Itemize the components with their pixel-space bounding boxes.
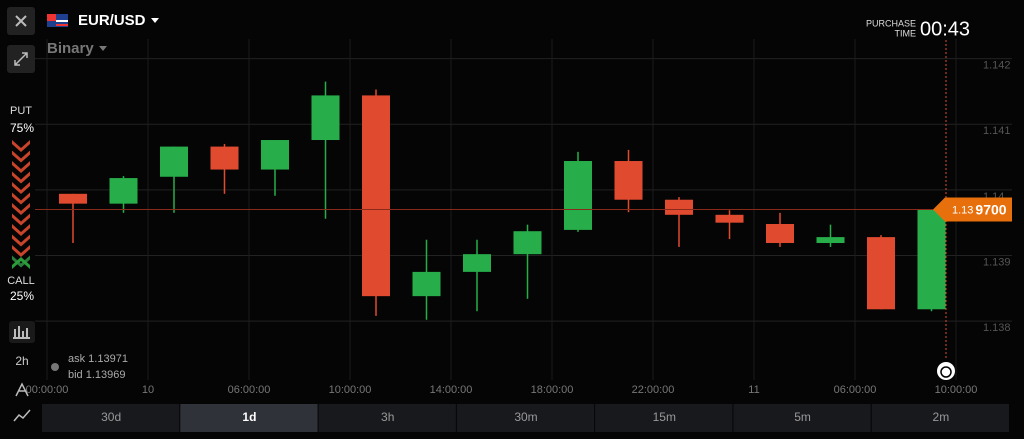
timeframe-tab[interactable] (456, 404, 595, 432)
x-tick-label: 06:00:00 (228, 384, 271, 396)
y-tick-label: 1.138 (983, 322, 1011, 334)
candle-body (564, 161, 592, 230)
interval-button[interactable]: 2h (15, 354, 28, 368)
sentiment-chevron (12, 245, 30, 257)
price-main: 1.13 (952, 204, 973, 216)
call-percent: 25% (10, 289, 34, 303)
expiry-timer-face (940, 366, 952, 378)
candle-body (362, 95, 390, 297)
candle-body (59, 193, 87, 204)
candle-body (766, 223, 794, 244)
sentiment-chevron (12, 234, 30, 247)
timeframe-label[interactable]: 2m (933, 410, 950, 424)
pair[interactable]: EUR/USD (78, 12, 146, 29)
timeframe-label[interactable]: 3h (381, 410, 394, 424)
sidebar: PUT 75% CALL 25% 2h (7, 7, 35, 422)
x-tick-label: 06:00:00 (834, 384, 877, 396)
y-tick-label: 1.141 (983, 125, 1011, 137)
candle-body (867, 237, 895, 310)
candle-body (210, 146, 239, 170)
bid: bid 1.13969 (68, 369, 126, 381)
purchase-time: 00:43 (920, 18, 970, 40)
x-tick-label: 10 (142, 384, 154, 396)
x-tick-label: 10:00:00 (329, 384, 372, 396)
price-tag-label: 1.13 9700 (952, 201, 1007, 217)
timeframe-tab[interactable] (180, 404, 318, 432)
candle-body (715, 214, 744, 223)
timeframe-tab[interactable] (42, 404, 180, 432)
dropdown-arrow[interactable] (151, 18, 159, 23)
close-icon (15, 15, 27, 27)
y-tick-label: 1.142 (983, 60, 1011, 72)
x-tick-label: 00:00:00 (26, 384, 69, 396)
dropdown-arrow[interactable] (99, 46, 107, 51)
timeframe-tab[interactable] (871, 404, 1009, 432)
x-tick-label: 22:00:00 (632, 384, 675, 396)
price-tag (933, 197, 1012, 222)
quotes: ask 1.13971 bid 1.13969 (51, 353, 128, 381)
candle-body (665, 199, 693, 215)
sentiment-chevron (12, 192, 30, 205)
candle-body (463, 254, 491, 272)
indicator-button[interactable] (13, 409, 31, 422)
timeframe-label[interactable]: 5m (794, 410, 811, 424)
info-icon[interactable] (51, 363, 59, 371)
timeframe-tabs: 30d 1d 3h 30m 15m 5m 2m (42, 404, 1009, 432)
call-label: CALL (7, 275, 35, 287)
sentiment-bar (12, 140, 30, 269)
sentiment-chevron (12, 255, 30, 268)
timeframe-label[interactable]: 15m (653, 410, 676, 424)
candle-body (816, 237, 845, 244)
draw-button[interactable] (15, 382, 29, 397)
timeframe-label[interactable]: 30m (514, 410, 537, 424)
y-tick-label: 1.139 (983, 256, 1011, 268)
price-bold: 9700 (975, 201, 1006, 217)
candle-body (513, 231, 542, 255)
sentiment-chevron (12, 161, 30, 173)
candle-body (917, 209, 946, 310)
x-tick-label: 10:00:00 (935, 384, 978, 396)
x-tick-label: 11 (748, 384, 759, 396)
candle-body (311, 95, 340, 141)
sentiment-chevron (12, 224, 30, 236)
timeframe-tab[interactable] (733, 404, 871, 432)
purchase-label: PURCHASE (866, 18, 916, 28)
x-tick-label: 18:00:00 (531, 384, 574, 396)
timeframe-label[interactable]: 30d (101, 410, 121, 424)
put-percent: 75% (10, 121, 34, 135)
collapse-icon (14, 52, 28, 66)
timeframe-tab[interactable] (595, 404, 733, 432)
x-tick-label: 14:00:00 (430, 384, 473, 396)
ask: ask 1.13971 (68, 353, 128, 365)
top-bar: EUR/USD Binary PURCHASE TIME 00:43 (47, 12, 970, 57)
timeframe-tab[interactable] (318, 404, 456, 432)
sentiment-chevron (12, 171, 30, 184)
put-label: PUT (10, 105, 32, 117)
candle-body (412, 271, 441, 297)
sentiment-chevron (12, 203, 30, 215)
candle-body (614, 161, 643, 200)
candle-body (109, 178, 138, 204)
sentiment-chevron (12, 257, 30, 269)
sentiment-chevron (12, 140, 30, 152)
mode[interactable]: Binary (47, 40, 94, 57)
timeframe-label[interactable]: 1d (242, 410, 256, 424)
flag (47, 14, 68, 27)
candle-body (261, 140, 289, 170)
candle-body (160, 146, 188, 177)
purchase-label: TIME (895, 28, 917, 38)
sentiment-chevron (12, 182, 30, 194)
chart-type-icon (13, 326, 30, 339)
sentiment-chevron (12, 213, 30, 226)
sentiment-chevron (12, 150, 30, 163)
